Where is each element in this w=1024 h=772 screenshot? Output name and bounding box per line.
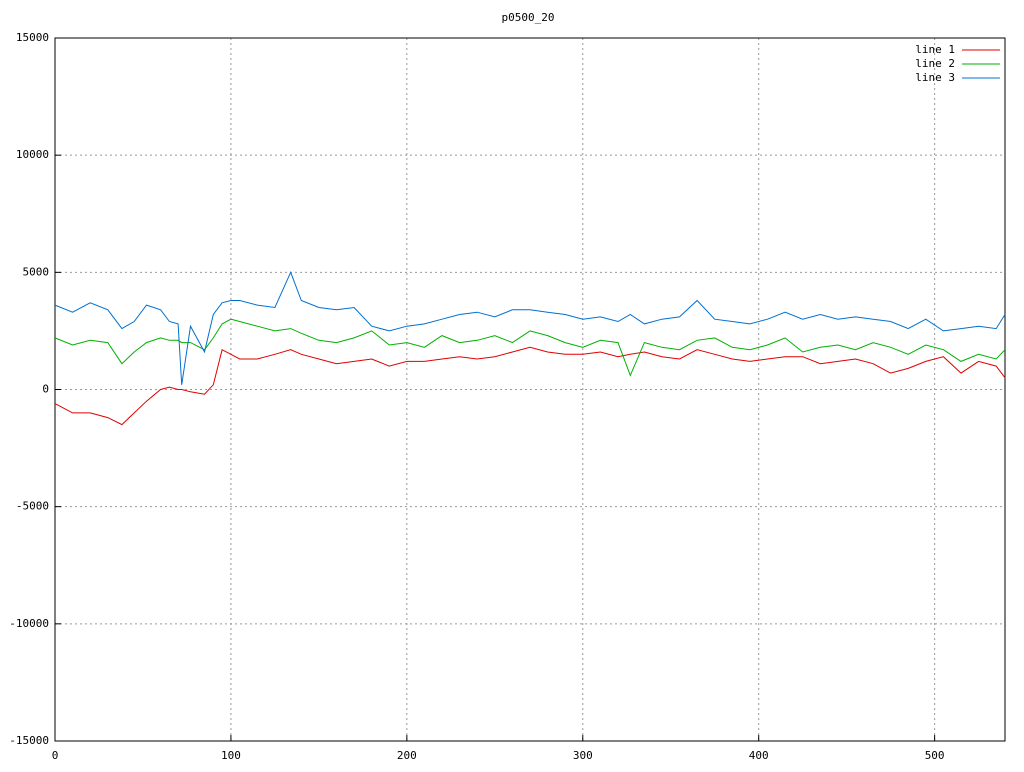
x-tick-label: 0 — [52, 749, 59, 762]
x-tick-label: 200 — [397, 749, 417, 762]
chart-title: p0500_20 — [502, 11, 555, 24]
data-line — [54, 270, 1006, 385]
data-line — [54, 346, 1006, 426]
plot-border — [54, 37, 1006, 742]
y-tick-label: 15000 — [16, 31, 49, 44]
y-tick-label: 5000 — [23, 265, 50, 278]
y-tick-label: -15000 — [9, 734, 49, 747]
y-tick-label: -5000 — [16, 500, 49, 513]
x-tick-label: 400 — [749, 749, 769, 762]
x-tick-label: 500 — [925, 749, 945, 762]
legend-label: line 3 — [915, 71, 955, 84]
y-tick-label: 10000 — [16, 148, 49, 161]
y-tick-label: 0 — [42, 383, 49, 396]
data-line — [54, 318, 1006, 377]
legend-label: line 1 — [915, 43, 955, 56]
x-tick-label: 300 — [573, 749, 593, 762]
legend-label: line 2 — [915, 57, 955, 70]
x-tick-label: 100 — [221, 749, 241, 762]
y-tick-label: -10000 — [9, 617, 49, 630]
